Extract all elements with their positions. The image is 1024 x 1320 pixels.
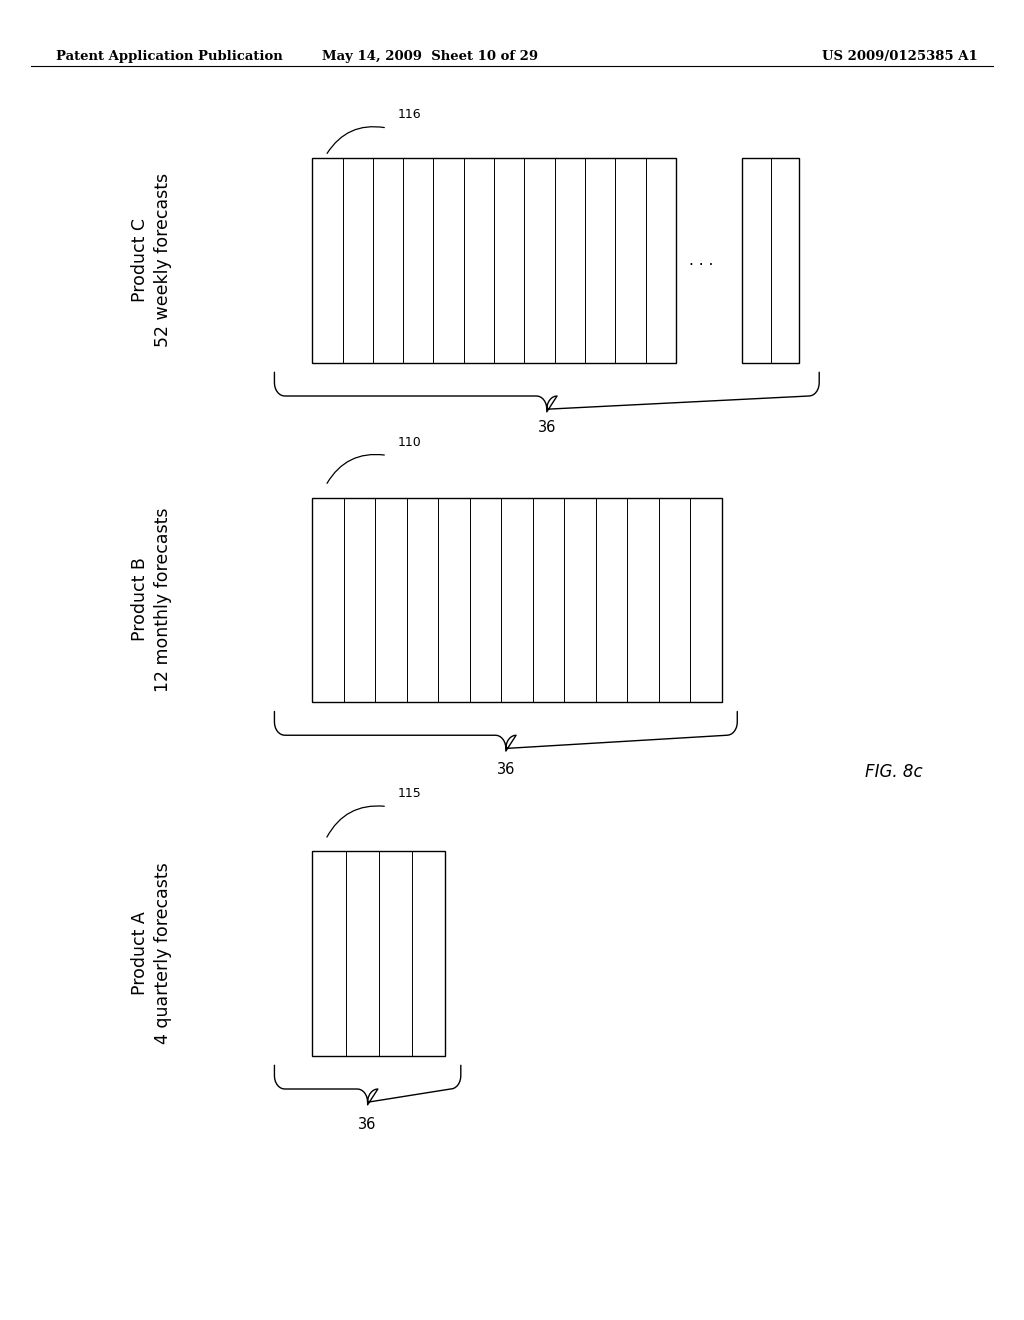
Text: US 2009/0125385 A1: US 2009/0125385 A1 bbox=[822, 50, 978, 63]
Bar bbox=[312, 158, 676, 363]
Text: Patent Application Publication: Patent Application Publication bbox=[56, 50, 283, 63]
Text: Product A
4 quarterly forecasts: Product A 4 quarterly forecasts bbox=[131, 862, 172, 1044]
Text: 36: 36 bbox=[497, 762, 515, 776]
Text: Product B
12 monthly forecasts: Product B 12 monthly forecasts bbox=[131, 507, 172, 692]
Bar bbox=[742, 158, 799, 363]
Text: Product C
52 weekly forecasts: Product C 52 weekly forecasts bbox=[131, 173, 172, 347]
Text: . . .: . . . bbox=[689, 252, 714, 268]
Text: 36: 36 bbox=[358, 1117, 377, 1131]
Text: 116: 116 bbox=[397, 108, 421, 121]
Text: May 14, 2009  Sheet 10 of 29: May 14, 2009 Sheet 10 of 29 bbox=[322, 50, 539, 63]
Text: 36: 36 bbox=[538, 420, 556, 434]
Text: 115: 115 bbox=[397, 787, 421, 800]
Text: FIG. 8c: FIG. 8c bbox=[865, 763, 923, 781]
Bar bbox=[312, 851, 445, 1056]
Text: 110: 110 bbox=[397, 436, 421, 449]
Bar bbox=[312, 498, 722, 702]
